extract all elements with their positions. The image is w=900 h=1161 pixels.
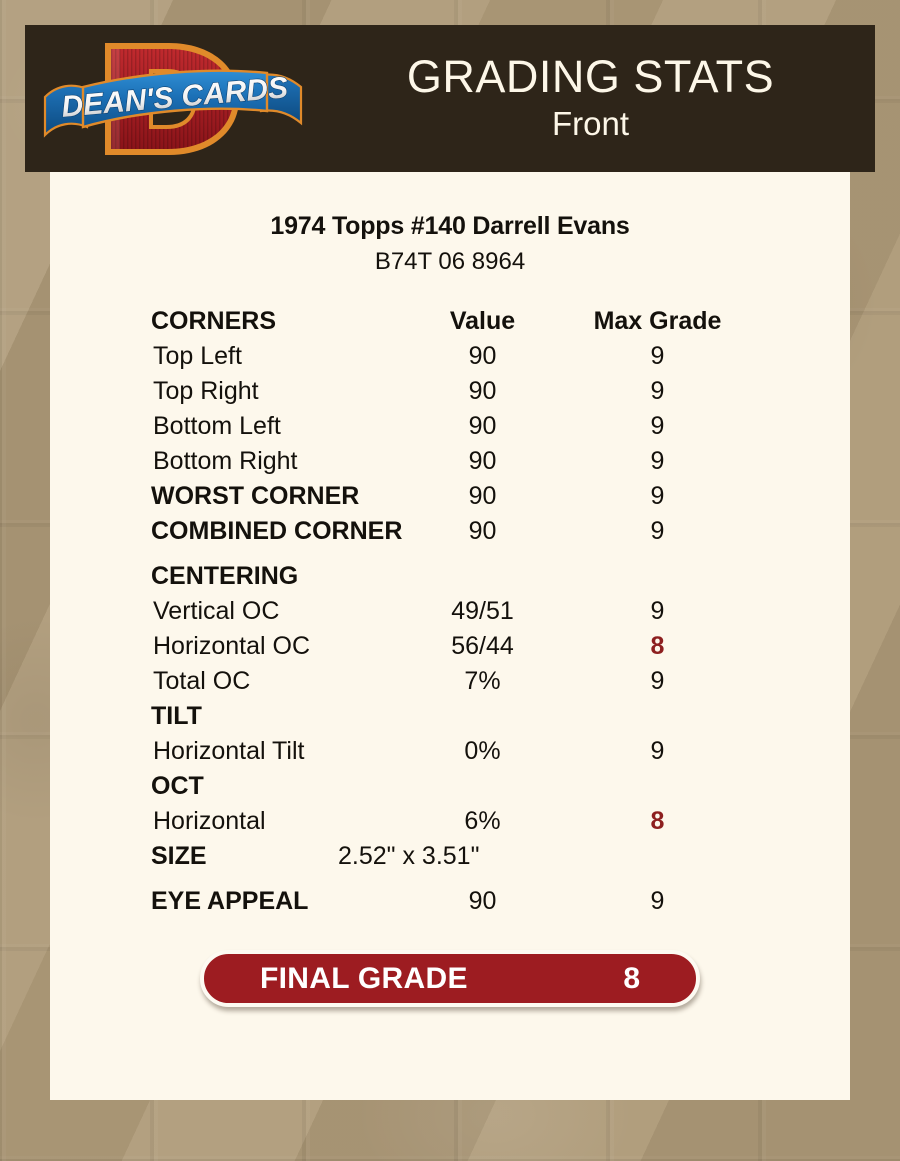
row-value: 90 bbox=[468, 377, 497, 405]
table-row: Top Left 90 9 bbox=[50, 342, 850, 377]
row-value: 90 bbox=[468, 887, 497, 915]
row-value: 90 bbox=[468, 517, 497, 545]
row-label: Total OC bbox=[153, 667, 251, 695]
row-label: SIZE bbox=[151, 842, 207, 870]
deans-cards-logo[interactable]: DEAN'S CARDS bbox=[25, 25, 320, 172]
table-row: Bottom Left 90 9 bbox=[50, 412, 850, 447]
row-label: Horizontal bbox=[153, 807, 266, 835]
table-row: Horizontal OC 56/44 8 bbox=[50, 632, 850, 667]
final-grade-badge[interactable]: FINAL GRADE 8 bbox=[200, 950, 700, 1007]
row-grade-flagged: 8 bbox=[650, 632, 665, 660]
table-header-row: CORNERS Value Max Grade bbox=[50, 307, 850, 342]
row-grade-flagged: 8 bbox=[650, 807, 665, 835]
row-grade: 9 bbox=[650, 412, 665, 440]
row-value: 7% bbox=[464, 667, 501, 695]
row-grade: 9 bbox=[650, 517, 665, 545]
column-header-category: CORNERS bbox=[151, 307, 277, 335]
row-grade: 9 bbox=[650, 342, 665, 370]
row-value: 56/44 bbox=[451, 632, 514, 660]
row-value: 90 bbox=[468, 342, 497, 370]
card-serial-number: B74T 06 8964 bbox=[374, 248, 526, 275]
table-row: TILT bbox=[50, 702, 850, 737]
row-grade: 9 bbox=[650, 667, 665, 695]
deans-cards-logo-icon: DEAN'S CARDS bbox=[43, 43, 303, 155]
row-value: 90 bbox=[468, 482, 497, 510]
report-panel: 1974 Topps #140 Darrell Evans B74T 06 89… bbox=[50, 172, 850, 1100]
final-grade-label: FINAL GRADE bbox=[260, 961, 468, 995]
row-value: 90 bbox=[468, 447, 497, 475]
table-row: CENTERING bbox=[50, 562, 850, 597]
page-title: GRADING STATS bbox=[406, 51, 775, 103]
column-header-value: Value bbox=[449, 307, 516, 335]
row-grade: 9 bbox=[650, 597, 665, 625]
table-row: COMBINED CORNER 90 9 bbox=[50, 517, 850, 552]
table-row: SIZE 2.52" x 3.51" bbox=[50, 842, 850, 877]
row-label: COMBINED CORNER bbox=[151, 517, 403, 545]
table-body: Top Left 90 9 Top Right 90 9 Bottom Left 90 9 Bot… bbox=[50, 342, 850, 922]
row-grade: 9 bbox=[650, 482, 665, 510]
row-value: 6% bbox=[464, 807, 501, 835]
row-label: Bottom Left bbox=[153, 412, 281, 440]
card-side-label: Front bbox=[551, 104, 630, 142]
row-value: 49/51 bbox=[451, 597, 514, 625]
row-value: 2.52" x 3.51" bbox=[338, 842, 480, 870]
header-bar: DEAN'S CARDS GRADING STATS Front bbox=[25, 25, 875, 172]
row-label: TILT bbox=[151, 702, 202, 730]
row-label: Top Right bbox=[153, 377, 259, 405]
row-label: OCT bbox=[151, 772, 204, 800]
row-label: CENTERING bbox=[151, 562, 299, 590]
table-row: WORST CORNER 90 9 bbox=[50, 482, 850, 517]
final-grade-value: 8 bbox=[623, 961, 640, 995]
row-grade: 9 bbox=[650, 447, 665, 475]
row-label: WORST CORNER bbox=[151, 482, 360, 510]
table-row: Top Right 90 9 bbox=[50, 377, 850, 412]
row-label: Bottom Right bbox=[153, 447, 298, 475]
card-title: 1974 Topps #140 Darrell Evans bbox=[270, 212, 630, 240]
row-label: Horizontal Tilt bbox=[153, 737, 305, 765]
table-row: Total OC 7% 9 bbox=[50, 667, 850, 702]
row-value: 90 bbox=[468, 412, 497, 440]
row-label: EYE APPEAL bbox=[151, 887, 309, 915]
table-row: Horizontal Tilt 0% 9 bbox=[50, 737, 850, 772]
column-header-max-grade: Max Grade bbox=[593, 307, 722, 335]
table-row: Vertical OC 49/51 9 bbox=[50, 597, 850, 632]
row-grade: 9 bbox=[650, 737, 665, 765]
row-grade: 9 bbox=[650, 887, 665, 915]
table-row: Horizontal 6% 8 bbox=[50, 807, 850, 842]
grading-stats-table: CORNERS Value Max Grade Top Left 90 9 Top R… bbox=[50, 307, 850, 922]
header-titles: GRADING STATS Front bbox=[320, 53, 875, 144]
row-grade: 9 bbox=[650, 377, 665, 405]
table-row: OCT bbox=[50, 772, 850, 807]
final-grade-section: FINAL GRADE 8 bbox=[50, 950, 850, 1007]
row-label: Top Left bbox=[153, 342, 242, 370]
row-label: Vertical OC bbox=[153, 597, 280, 625]
row-label: Horizontal OC bbox=[153, 632, 310, 660]
row-value: 0% bbox=[464, 737, 501, 765]
table-row: EYE APPEAL 90 9 bbox=[50, 887, 850, 922]
table-row: Bottom Right 90 9 bbox=[50, 447, 850, 482]
